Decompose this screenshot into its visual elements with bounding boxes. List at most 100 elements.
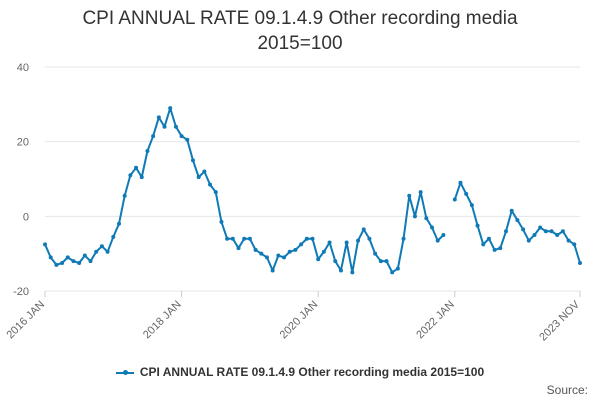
data-point[interactable] — [549, 229, 554, 234]
data-point[interactable] — [572, 242, 577, 247]
data-point[interactable] — [469, 203, 474, 208]
data-point[interactable] — [498, 246, 503, 251]
data-point[interactable] — [65, 255, 70, 260]
data-point[interactable] — [356, 238, 361, 243]
legend[interactable]: CPI ANNUAL RATE 09.1.4.9 Other recording… — [0, 365, 600, 379]
data-point[interactable] — [179, 134, 184, 139]
data-point[interactable] — [407, 193, 412, 198]
chart-title: CPI ANNUAL RATE 09.1.4.9 Other recording… — [0, 6, 600, 56]
data-point[interactable] — [225, 236, 230, 241]
data-point[interactable] — [321, 249, 326, 254]
data-point[interactable] — [259, 251, 264, 256]
data-point[interactable] — [543, 229, 548, 234]
data-point[interactable] — [219, 219, 224, 224]
data-point[interactable] — [145, 149, 150, 153]
data-point[interactable] — [430, 225, 435, 230]
data-point[interactable] — [253, 247, 258, 252]
data-point[interactable] — [94, 249, 99, 254]
data-point[interactable] — [151, 134, 156, 139]
data-point[interactable] — [282, 255, 287, 260]
data-point[interactable] — [77, 261, 82, 265]
data-point[interactable] — [264, 255, 269, 260]
data-point[interactable] — [276, 253, 281, 258]
data-point[interactable] — [99, 244, 104, 249]
data-point[interactable] — [196, 175, 201, 180]
data-point[interactable] — [401, 236, 406, 241]
data-point[interactable] — [509, 208, 514, 213]
data-point[interactable] — [373, 251, 378, 256]
data-point[interactable] — [173, 124, 178, 129]
data-point[interactable] — [424, 216, 429, 221]
data-point[interactable] — [213, 190, 218, 195]
data-point[interactable] — [88, 259, 93, 264]
data-point[interactable] — [54, 262, 59, 267]
data-point[interactable] — [338, 268, 343, 273]
data-point[interactable] — [236, 246, 241, 251]
data-point[interactable] — [350, 270, 355, 275]
data-point[interactable] — [452, 197, 457, 202]
data-point[interactable] — [390, 270, 395, 275]
data-point[interactable] — [310, 236, 315, 241]
data-point[interactable] — [105, 249, 110, 254]
data-point[interactable] — [464, 191, 469, 196]
data-point[interactable] — [156, 115, 161, 120]
data-point[interactable] — [71, 259, 76, 264]
data-point[interactable] — [111, 234, 116, 239]
data-point[interactable] — [304, 236, 309, 241]
grid-lines — [45, 66, 580, 292]
data-point[interactable] — [361, 227, 366, 232]
data-point[interactable] — [190, 158, 195, 163]
data-point[interactable] — [293, 247, 298, 252]
data-point[interactable] — [48, 255, 53, 260]
data-point[interactable] — [208, 182, 213, 187]
data-point[interactable] — [139, 175, 144, 180]
data-point[interactable] — [481, 242, 486, 247]
data-point[interactable] — [43, 242, 47, 247]
data-point[interactable] — [566, 238, 571, 243]
data-point[interactable] — [344, 240, 349, 245]
data-point[interactable] — [492, 247, 497, 252]
data-point[interactable] — [128, 173, 133, 178]
data-point[interactable] — [162, 124, 167, 129]
data-point[interactable] — [418, 190, 423, 195]
data-point[interactable] — [395, 266, 400, 271]
data-point[interactable] — [168, 106, 173, 111]
data-point[interactable] — [316, 257, 321, 262]
data-point[interactable] — [247, 236, 252, 241]
data-point[interactable] — [486, 236, 491, 241]
data-point[interactable] — [560, 229, 565, 234]
data-point[interactable] — [532, 233, 537, 237]
data-point[interactable] — [82, 253, 87, 258]
data-point[interactable] — [475, 223, 480, 228]
data-point[interactable] — [412, 214, 417, 219]
data-point[interactable] — [504, 229, 509, 234]
data-point[interactable] — [521, 227, 526, 232]
data-point[interactable] — [242, 236, 247, 241]
data-point[interactable] — [526, 238, 531, 243]
data-point[interactable] — [134, 165, 139, 170]
data-point[interactable] — [287, 249, 292, 254]
y-tick-label: 20 — [17, 137, 29, 149]
data-point[interactable] — [60, 261, 65, 265]
data-point[interactable] — [378, 259, 383, 264]
data-point[interactable] — [367, 236, 372, 241]
data-point[interactable] — [441, 233, 446, 237]
data-point[interactable] — [299, 242, 304, 247]
data-point[interactable] — [116, 221, 121, 226]
data-point[interactable] — [435, 238, 440, 243]
data-point[interactable] — [333, 259, 338, 264]
data-point[interactable] — [458, 180, 463, 185]
data-point[interactable] — [327, 240, 332, 245]
data-point[interactable] — [384, 259, 389, 264]
data-point[interactable] — [538, 225, 543, 230]
data-point[interactable] — [270, 268, 275, 273]
y-tick-label: 40 — [17, 62, 29, 74]
data-point[interactable] — [578, 261, 582, 265]
data-point[interactable] — [230, 236, 235, 241]
data-point[interactable] — [515, 218, 520, 223]
data-point[interactable] — [122, 193, 127, 198]
data-point[interactable] — [555, 233, 560, 237]
data-point[interactable] — [185, 137, 190, 142]
data-point[interactable] — [202, 169, 207, 174]
